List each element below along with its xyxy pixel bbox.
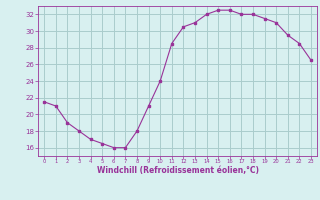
X-axis label: Windchill (Refroidissement éolien,°C): Windchill (Refroidissement éolien,°C) <box>97 166 259 175</box>
